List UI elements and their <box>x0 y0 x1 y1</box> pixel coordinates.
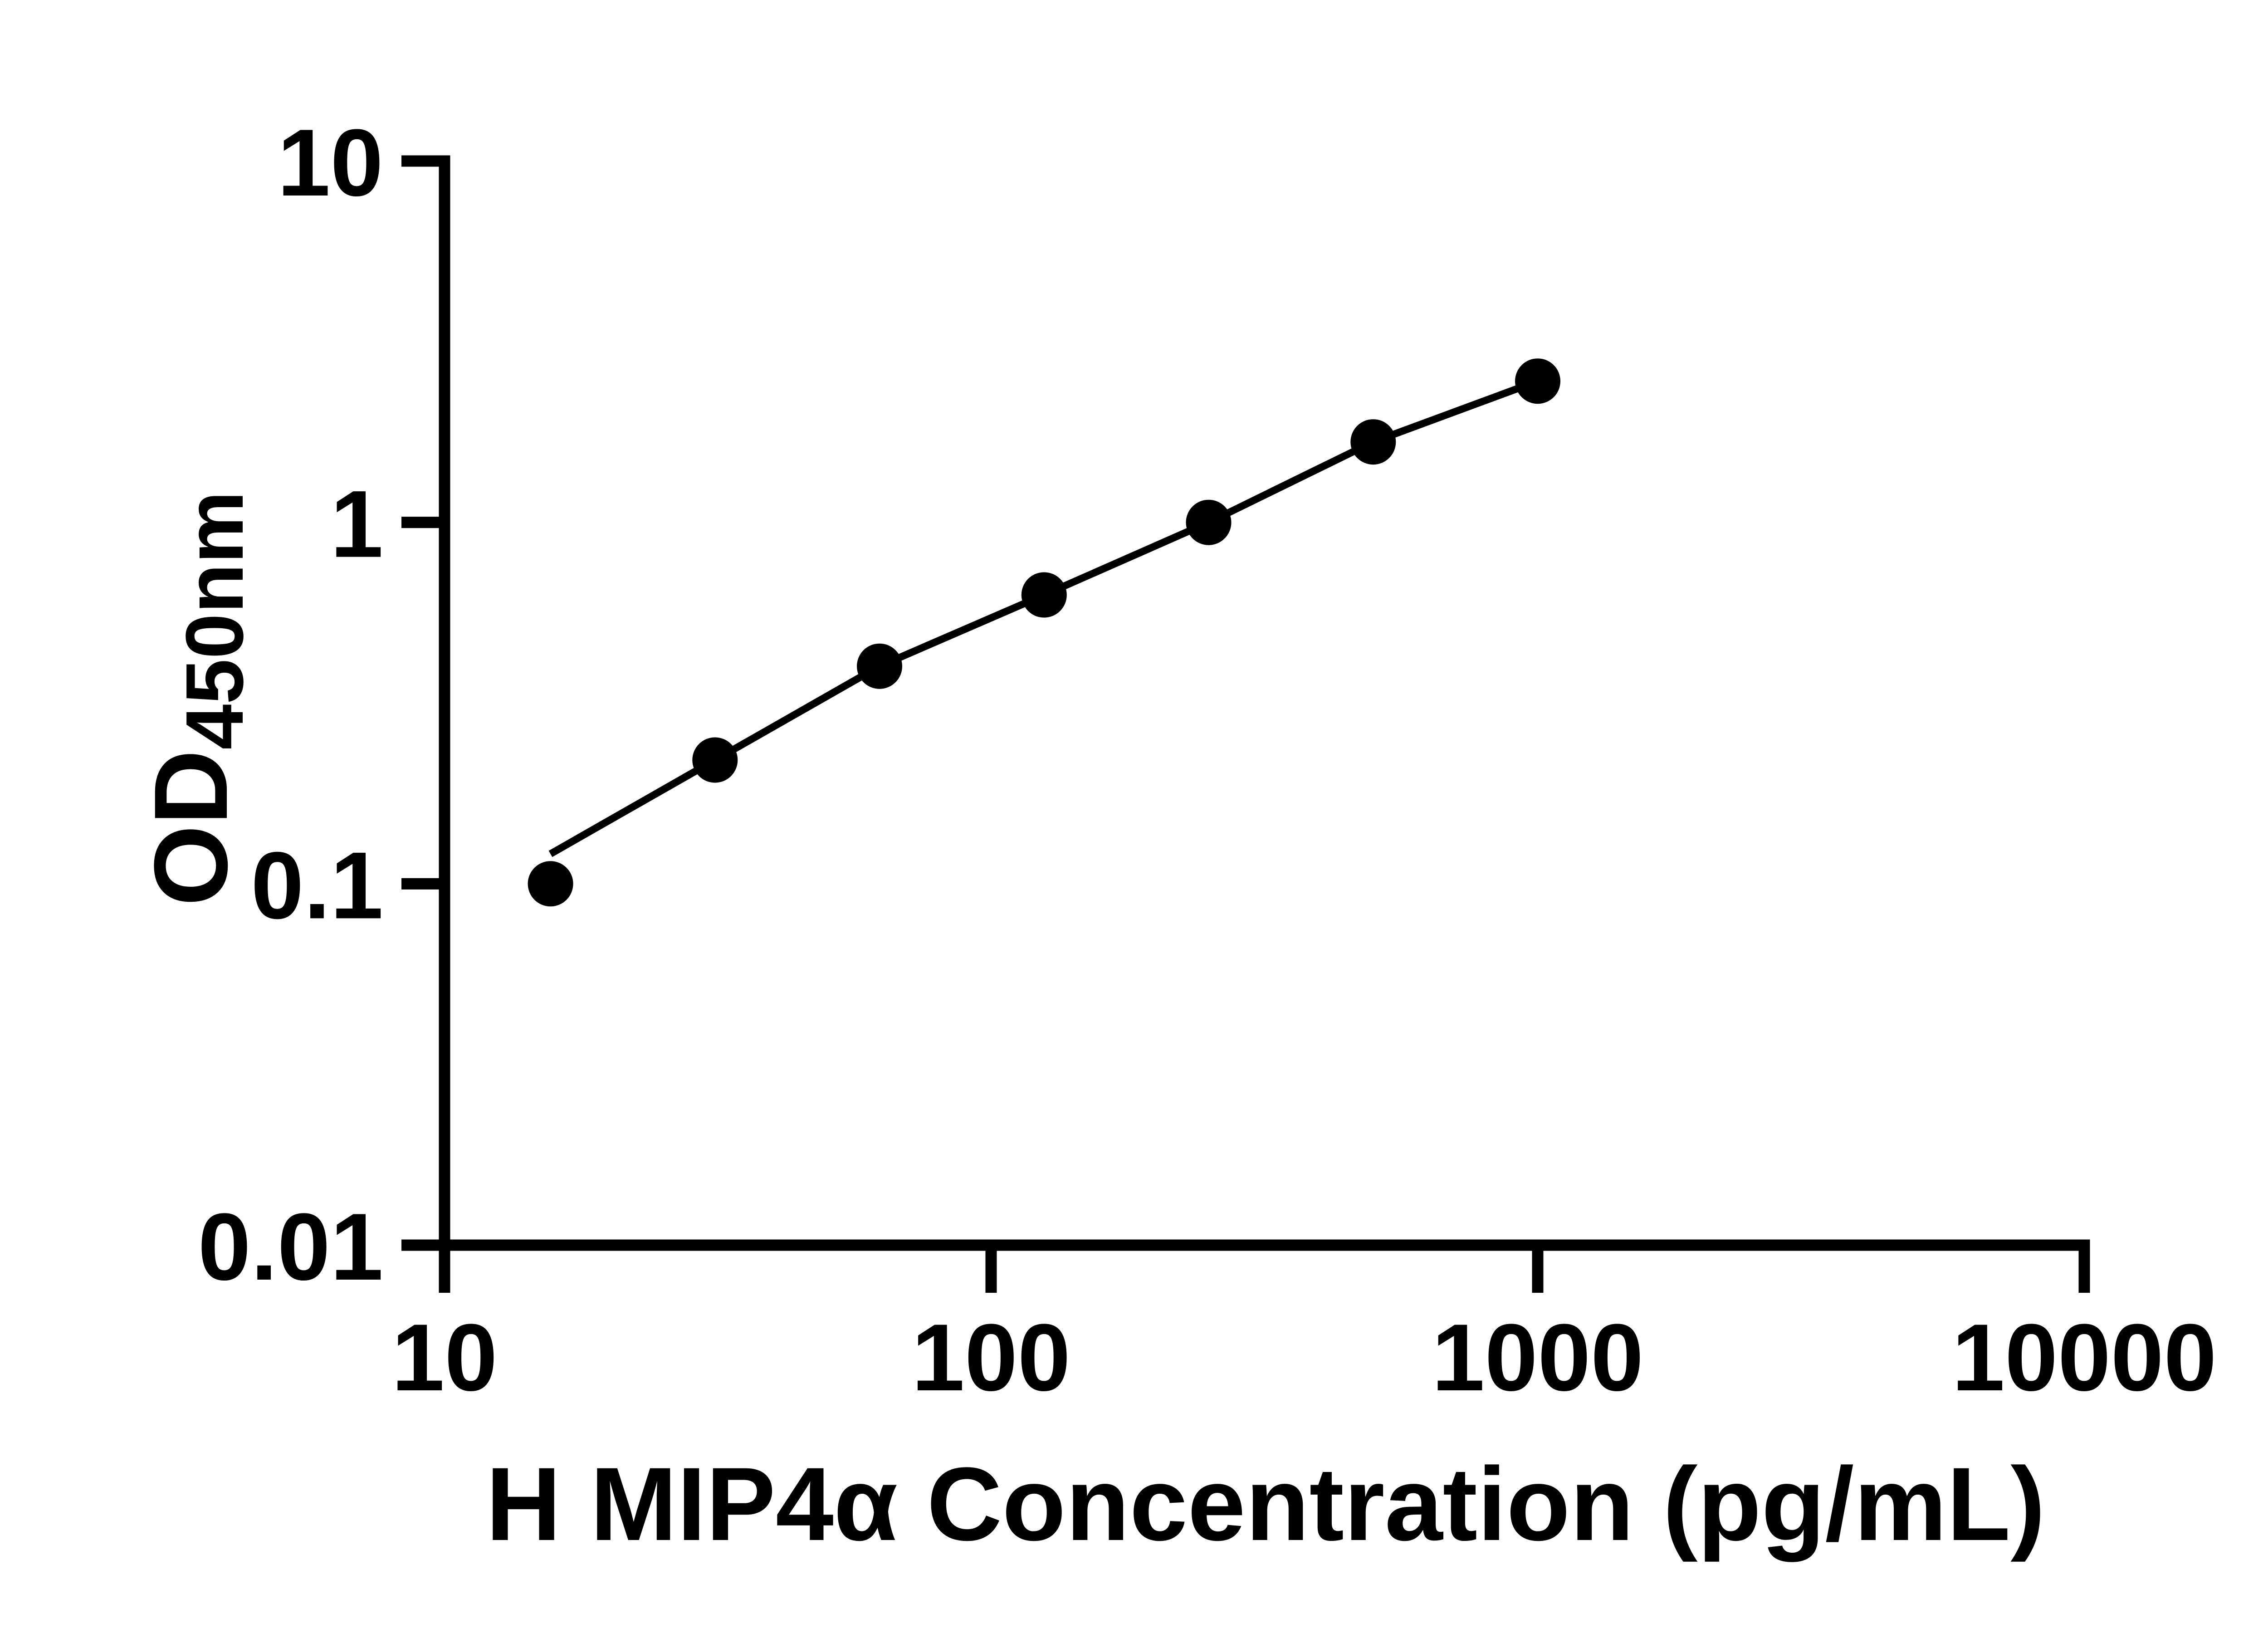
x-tick-label: 100 <box>912 1304 1070 1411</box>
x-axis-title: H MIP4α Concentration (pg/mL) <box>486 1446 2045 1562</box>
data-point <box>1350 419 1396 465</box>
data-point <box>528 861 573 907</box>
y-tick-label: 0.1 <box>251 832 383 939</box>
y-axis-title: OD450nm <box>132 491 260 906</box>
y-axis-title-main: OD <box>132 750 249 906</box>
data-point <box>1515 358 1560 404</box>
data-point <box>1186 499 1232 545</box>
y-tick-label: 0.01 <box>198 1193 383 1300</box>
x-tick-label: 10000 <box>1952 1304 2217 1411</box>
data-point <box>1021 572 1067 618</box>
data-point <box>692 737 738 783</box>
x-tick-label: 1000 <box>1432 1304 1643 1411</box>
x-tick-label: 10 <box>391 1304 498 1411</box>
y-tick-label: 1 <box>330 471 383 577</box>
y-tick-label: 10 <box>277 109 383 216</box>
data-point <box>857 643 902 689</box>
axis-spines <box>439 155 2090 1251</box>
y-axis-title-subscript: 450nm <box>169 491 260 749</box>
